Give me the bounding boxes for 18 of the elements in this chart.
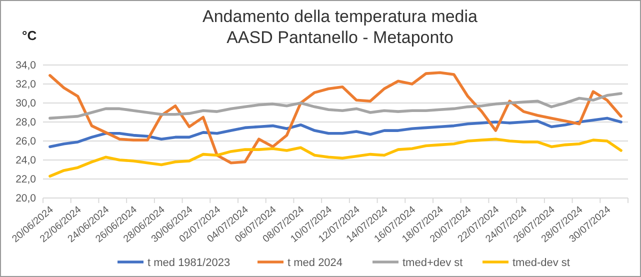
line-series (48, 92, 622, 120)
y-tick-label: 34,0 (16, 59, 36, 72)
chart-title: Andamento della temperatura media AASD Pantanello - Metaponto (202, 7, 478, 47)
y-axis-title: °C (22, 28, 38, 43)
y-tick-label: 22,0 (16, 173, 36, 186)
y-tick-label: 28,0 (16, 116, 36, 128)
legend-label: t med 2024 (288, 257, 343, 269)
line-series (48, 116, 622, 148)
y-tick-label: 20,0 (16, 192, 36, 204)
y-tick-label: 24,0 (16, 154, 36, 166)
line-series (48, 71, 622, 164)
legend-label: tmed-dev st (512, 257, 570, 269)
line-series (48, 138, 622, 178)
legend-label: tmed+dev st (402, 257, 463, 269)
y-tick-label: 30,0 (16, 97, 36, 110)
y-tick-label: 32,0 (16, 78, 36, 90)
y-tick-label: 26,0 (16, 135, 36, 148)
legend-label: t med 1981/2023 (148, 257, 230, 269)
